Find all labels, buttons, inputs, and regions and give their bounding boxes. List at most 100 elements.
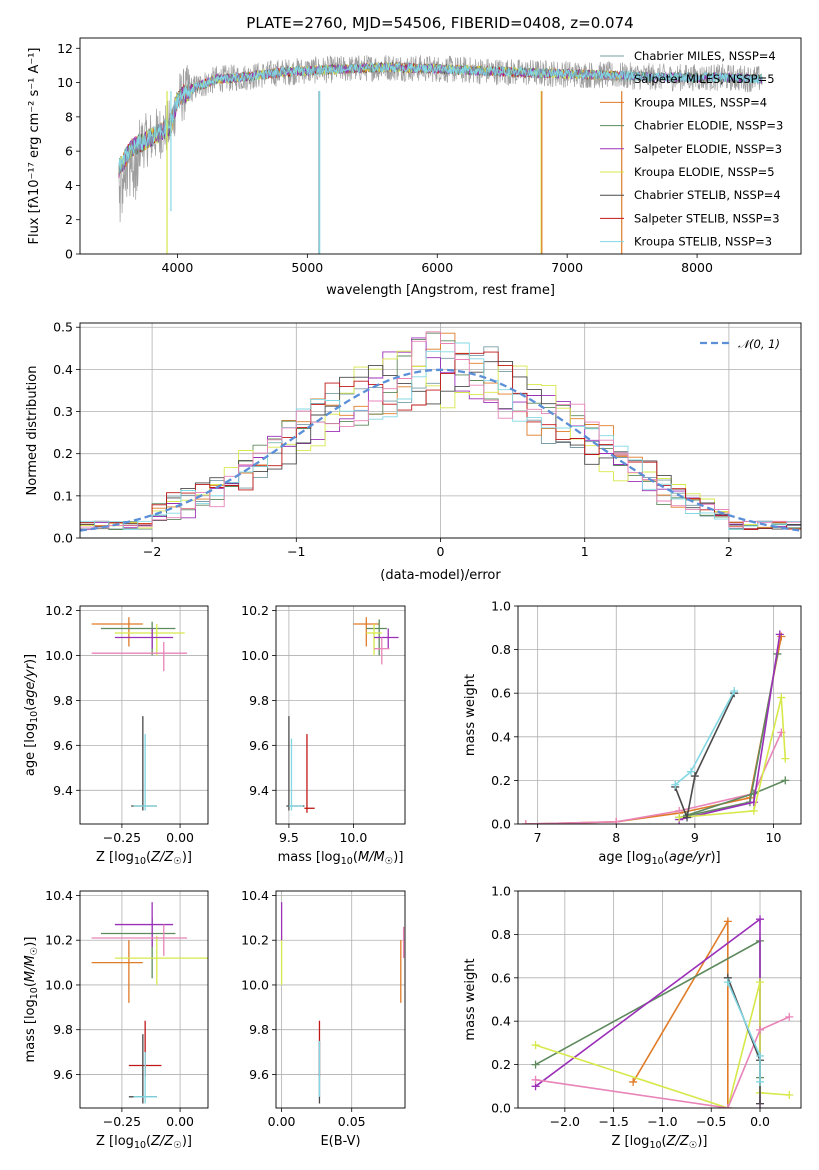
- y-axis-label: Normed distribution: [25, 366, 40, 496]
- x-tick-label: 0.00: [166, 1114, 194, 1129]
- mass_vs_ebv-panel: 0.00 0.05 9.6 9.8 10.0 10.2 10.4 E(B-V): [241, 888, 406, 1149]
- x-tick-label: 7: [534, 830, 542, 845]
- weight-marker: [671, 780, 680, 789]
- weight-marker: [756, 1099, 765, 1108]
- y-tick-label: 0.5: [53, 320, 73, 335]
- errorbar-point: [288, 738, 304, 811]
- spectrum-legend: Chabrier MILES, NSSP=4 Salpeter MILES, NS…: [600, 49, 783, 249]
- errorbar-point: [353, 617, 380, 647]
- y-tick-label: 9.6: [249, 738, 269, 753]
- axes-frame: [275, 605, 406, 825]
- errorbar-point: [133, 1052, 157, 1104]
- weight-marker: [723, 1104, 732, 1108]
- axes-frame: [517, 605, 802, 825]
- y-tick-label: 0.8: [491, 927, 511, 942]
- y-tick-label: 6: [65, 144, 73, 159]
- weight-marker: [683, 813, 692, 822]
- x-tick-label: −1: [287, 544, 305, 559]
- errorbar-point: [91, 617, 143, 647]
- weight-marker: [531, 1060, 540, 1069]
- weight-marker: [675, 813, 684, 822]
- spectrum-line-salpeter_miles: [118, 55, 763, 223]
- spectrum-line-chabrier_miles: [118, 62, 763, 175]
- legend-entry: Salpeter ELODIE, NSSP=3: [634, 142, 782, 156]
- errorbar-point: [91, 924, 188, 956]
- y-tick-label: 9.6: [53, 738, 73, 753]
- y-tick-label: 0.6: [491, 970, 511, 985]
- weight-marker: [521, 820, 530, 824]
- y-tick-label: 10.2: [45, 933, 73, 948]
- x-axis-label: Z [log10(Z/Z☉)]: [612, 1134, 708, 1151]
- x-tick-label: 0: [437, 544, 445, 559]
- x-tick-label: −2.0: [550, 1114, 580, 1129]
- weight-marker: [723, 917, 732, 926]
- y-axis-label: age [log10(age/yr)]: [23, 654, 40, 776]
- y-tick-label: 0.3: [53, 404, 73, 419]
- y-tick-label: 9.8: [249, 693, 269, 708]
- x-axis-label: mass [log10(M/M☉)]: [278, 850, 404, 867]
- weight-marker: [531, 1041, 540, 1050]
- legend-entry: Salpeter MILES, NSSP=5: [634, 72, 775, 86]
- residuals-panel: −2 −1 0 1 2 0.0 0.1 0.2 0.3 0.4 0.5 (data-model)/er…: [25, 320, 802, 583]
- x-tick-label: 0.00: [166, 830, 194, 845]
- weight-marker: [723, 978, 732, 987]
- y-tick-label: 0.2: [491, 773, 511, 788]
- errorbar-point: [114, 628, 174, 649]
- weight-marker: [756, 1025, 765, 1034]
- weight_vs_age-marks: [521, 630, 790, 824]
- weight_vs_Z-marks: [531, 915, 794, 1108]
- y-tick-label: 1.0: [491, 599, 511, 614]
- y-axis-label: mass [log10(M/M☉)]: [23, 937, 40, 1063]
- y-tick-label: 0: [65, 247, 73, 262]
- weight-marker: [756, 915, 765, 924]
- x-tick-label: 2: [725, 544, 733, 559]
- age_vs_mass-marks: [286, 617, 399, 813]
- y-tick-label: 10: [57, 75, 73, 90]
- weight-series-pink: [535, 1016, 790, 1108]
- x-tick-label: −2: [143, 544, 161, 559]
- weight-marker: [756, 1077, 765, 1086]
- weight-marker: [777, 693, 786, 702]
- y-tick-label: 9.4: [249, 783, 269, 798]
- y-tick-label: 0.4: [491, 729, 511, 744]
- weight-marker: [756, 978, 765, 987]
- x-tick-label: −1.5: [598, 1114, 628, 1129]
- y-tick-label: 0.6: [491, 686, 511, 701]
- y-tick-label: 9.4: [53, 783, 73, 798]
- y-tick-label: 8: [65, 109, 73, 124]
- y-tick-label: 0.2: [53, 446, 73, 461]
- age_vs_Z-panel: −0.25 0.00 9.4 9.6 9.8 10.0 10.2 Z [log10(Z/Z☉)…: [23, 603, 209, 867]
- x-tick-label: 4000: [162, 260, 194, 275]
- y-tick-label: 10.0: [45, 648, 73, 663]
- x-tick-label: 9: [691, 830, 699, 845]
- errorbar-point: [133, 734, 157, 811]
- residuals-marks: [80, 331, 801, 532]
- errorbar-point: [374, 628, 399, 649]
- weight-marker: [781, 754, 790, 763]
- y-tick-label: 10.4: [45, 888, 73, 903]
- x-tick-label: −0.25: [103, 830, 141, 845]
- y-tick-label: 0.1: [53, 488, 73, 503]
- y-tick-label: 0.4: [53, 362, 73, 377]
- y-tick-label: 10.4: [241, 888, 269, 903]
- y-tick-label: 0.2: [491, 1057, 511, 1072]
- errorbar-point: [114, 935, 208, 985]
- x-tick-label: 1: [581, 544, 589, 559]
- x-axis-label: wavelength [Angstrom, rest frame]: [326, 283, 555, 298]
- weight-marker: [690, 772, 699, 781]
- weight-marker: [775, 630, 784, 639]
- y-tick-label: 10.2: [45, 603, 73, 618]
- y-tick-label: 0.0: [491, 817, 511, 832]
- x-tick-label: 9.5: [279, 830, 299, 845]
- weight-marker: [756, 1051, 765, 1060]
- errorbar-point: [374, 637, 390, 665]
- x-tick-label: 8: [612, 830, 620, 845]
- x-tick-label: 8000: [681, 260, 713, 275]
- y-tick-label: 9.8: [53, 693, 73, 708]
- weight-marker: [629, 1077, 638, 1086]
- histogram-pink: [80, 331, 801, 529]
- legend-entry: Salpeter STELIB, NSSP=3: [634, 211, 780, 225]
- weight-series-kroupa_elodie: [679, 697, 787, 819]
- x-tick-label: 10: [766, 830, 782, 845]
